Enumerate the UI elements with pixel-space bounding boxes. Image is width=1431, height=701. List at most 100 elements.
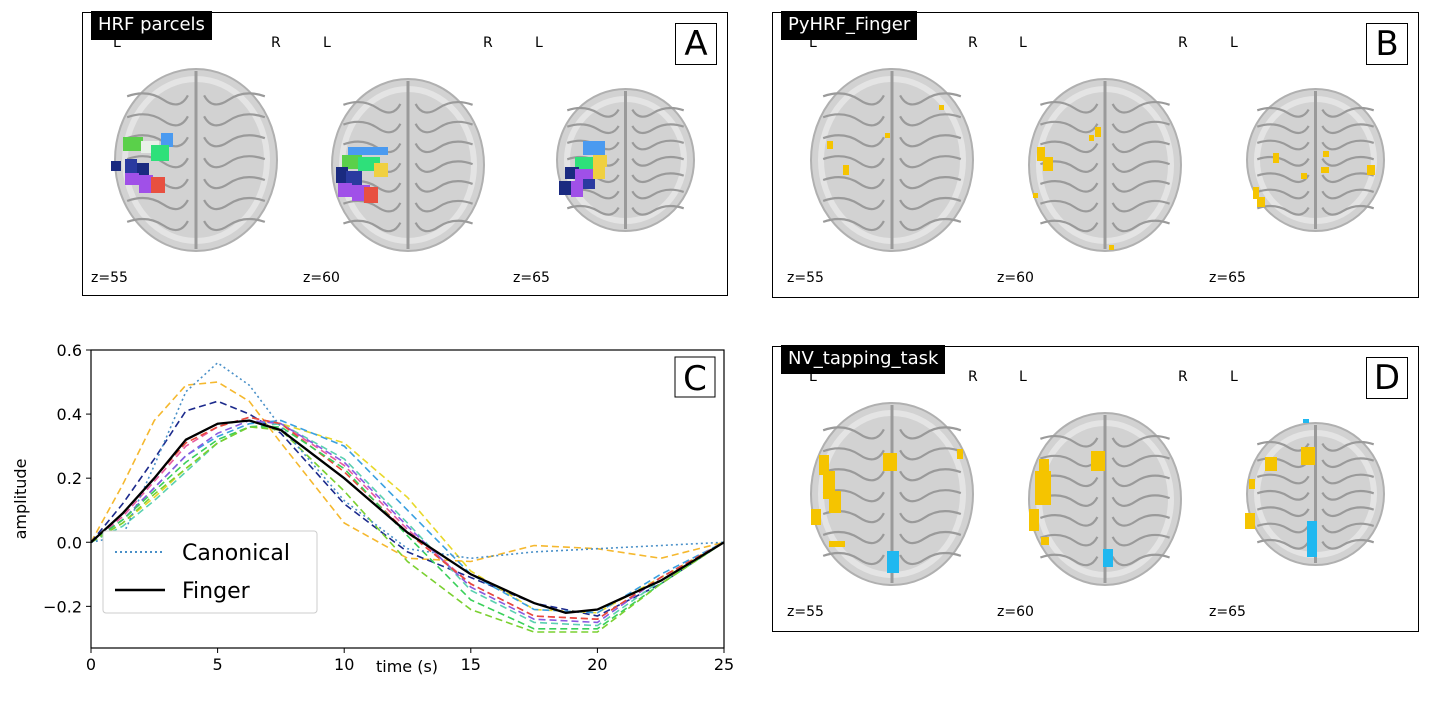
brain-sulcus	[822, 530, 885, 545]
activation-blob	[1321, 167, 1329, 173]
brain-sulcus	[1040, 100, 1099, 114]
orient-label: L	[1230, 369, 1238, 385]
brain-sulcus	[1256, 204, 1310, 216]
activation-blob	[151, 145, 169, 161]
brain-slice-z60	[1028, 412, 1182, 586]
activation-blob	[1037, 147, 1045, 161]
x-tick-label: 15	[461, 655, 481, 674]
activation-blob	[1103, 549, 1113, 567]
activation-blob	[1253, 187, 1259, 199]
activation-blob	[1249, 479, 1255, 489]
x-tick-label: 0	[86, 655, 96, 674]
panel-letter-box: C	[674, 356, 716, 399]
y-tick-label: 0.4	[57, 405, 82, 424]
brain-sulcus	[1256, 155, 1310, 167]
activation-blob	[137, 163, 149, 177]
brain-sulcus	[566, 204, 620, 216]
brain-sulcus	[1256, 538, 1310, 550]
brain-sulcus	[899, 176, 962, 190]
orient-label: R	[1178, 35, 1188, 51]
brain-sulcus	[631, 106, 685, 118]
activation-blob	[957, 449, 963, 459]
activation-blob	[843, 165, 849, 175]
brain-sulcus	[414, 180, 473, 193]
panel-letter: C	[683, 359, 707, 399]
slice-label: z=55	[787, 604, 824, 620]
activation-blob	[811, 509, 821, 525]
slice-label: z=55	[787, 270, 824, 286]
orient-label: R	[968, 369, 978, 385]
series-line	[90, 426, 725, 633]
brain-sulcus	[899, 426, 962, 440]
activation-blob	[1265, 457, 1277, 471]
activation-blob	[819, 455, 829, 475]
legend-label-canonical: Canonical	[182, 541, 290, 566]
brain-sulcus	[414, 120, 473, 134]
brain-sulcus	[414, 100, 473, 114]
brain-sulcus	[414, 199, 473, 213]
slice-label: z=65	[513, 270, 550, 286]
activation-blob	[161, 133, 173, 147]
brain-sulcus	[631, 123, 685, 135]
activation-blob	[125, 173, 139, 185]
activation-blob	[885, 133, 890, 138]
brain-sulcus	[631, 204, 685, 216]
x-tick-label: 20	[587, 655, 607, 674]
activation-blob	[1039, 459, 1049, 475]
x-tick-label: 10	[334, 655, 354, 674]
panel-hrf-parcels: HRF parcels A L R L R L z=55 z=60 z=65	[82, 11, 728, 296]
brain-sulcus	[822, 176, 885, 190]
activation-blob	[1029, 509, 1039, 531]
chart-axes: 0 5 10 15 20 25 −0.2 0.0 0.2 0.4 0.6	[43, 341, 734, 674]
brain-slice-z60	[331, 78, 485, 252]
activation-blob	[883, 453, 897, 471]
brain-sulcus	[343, 199, 402, 213]
orient-label: L	[809, 369, 817, 385]
orient-label: L	[323, 35, 331, 51]
activation-blob	[1257, 197, 1265, 207]
orient-label: L	[1019, 35, 1027, 51]
panel-nv-tapping-task: NV_tapping_task D L R L R L z=55 z=60 z=…	[772, 345, 1419, 632]
activation-blob	[827, 141, 833, 149]
activation-blob	[575, 157, 595, 169]
orient-label: R	[483, 35, 493, 51]
brain-sulcus	[1321, 172, 1375, 184]
panel-letter: B	[1366, 23, 1408, 65]
brain-sulcus	[1256, 473, 1310, 485]
slice-label: z=60	[303, 270, 340, 286]
activation-blob	[364, 187, 378, 203]
brain-sulcus	[414, 219, 473, 233]
brain-sulcus	[1040, 219, 1099, 233]
panel-title: NV_tapping_task	[781, 345, 946, 374]
series-line	[90, 381, 725, 563]
brain-sulcus	[1321, 204, 1375, 216]
activation-blob	[1095, 127, 1101, 137]
panel-title: PyHRF_Finger	[781, 11, 918, 40]
brain-sulcus	[566, 123, 620, 135]
brain-sulcus	[343, 100, 402, 114]
brain-sulcus	[1256, 489, 1310, 501]
plot-frame	[90, 349, 725, 649]
brain-sulcus	[1321, 473, 1375, 485]
activation-blob	[571, 181, 583, 197]
brain-sulcus	[1040, 494, 1099, 507]
brain-sulcus	[631, 188, 685, 200]
panel-pyhrf-finger: PyHRF_Finger B L R L R L z=55 z=60 z=65	[772, 11, 1419, 298]
brain-sulcus	[631, 155, 685, 167]
brain-sulcus	[343, 219, 402, 233]
brain-slice-z65	[556, 88, 695, 232]
brain-sulcus	[899, 134, 962, 148]
activation-blob	[1301, 173, 1307, 179]
slice-label: z=60	[997, 270, 1034, 286]
brain-sulcus	[899, 447, 962, 461]
brain-sulcus	[1111, 434, 1170, 448]
brain-sulcus	[899, 468, 962, 482]
brain-sulcus	[566, 106, 620, 118]
activation-blob	[829, 491, 841, 513]
brain-sulcus	[203, 113, 266, 127]
orient-label: L	[1019, 369, 1027, 385]
brain-sulcus	[1256, 123, 1310, 135]
activation-blob	[348, 147, 388, 155]
brain-sulcus	[1111, 553, 1170, 567]
brain-sulcus	[631, 139, 685, 151]
